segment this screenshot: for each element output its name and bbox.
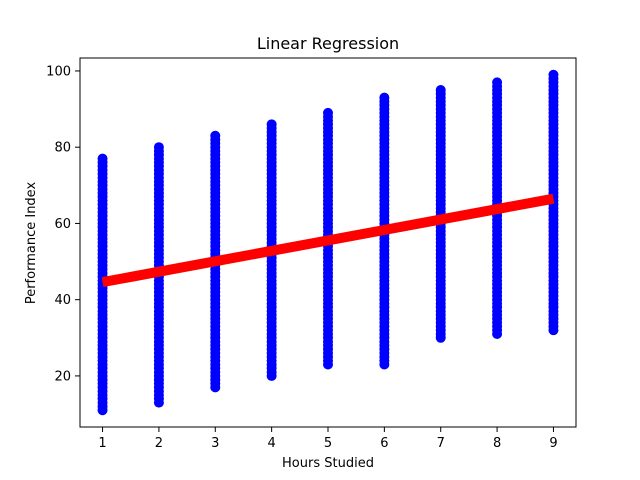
- x-tick-label: 9: [549, 436, 557, 451]
- x-axis-label: Hours Studied: [282, 456, 374, 471]
- data-point: [97, 153, 108, 164]
- y-tick-label: 80: [54, 141, 71, 156]
- x-tick-label: 6: [380, 436, 388, 451]
- x-tick-label: 7: [437, 436, 445, 451]
- regression-line: [101, 193, 555, 288]
- y-tick-label: 60: [54, 217, 71, 232]
- data-point: [266, 119, 277, 130]
- y-axis-label: Performance Index: [24, 182, 39, 305]
- scatter-series: [97, 69, 559, 416]
- y-tick-label: 20: [54, 369, 71, 384]
- x-tick-label: 1: [98, 436, 106, 451]
- data-point: [379, 92, 390, 103]
- y-tick-label: 100: [46, 64, 71, 79]
- x-tick-label: 2: [155, 436, 163, 451]
- data-point: [323, 107, 333, 118]
- data-point: [435, 85, 446, 96]
- data-point: [153, 142, 164, 153]
- x-axis: 1 2 3 4 5 6 7 8 9: [98, 427, 558, 451]
- data-point: [210, 130, 221, 141]
- x-tick-label: 3: [211, 436, 219, 451]
- x-tick-label: 8: [493, 436, 501, 451]
- data-point: [548, 69, 559, 80]
- chart-title: Linear Regression: [257, 34, 399, 53]
- plot-area: [97, 69, 559, 416]
- x-tick-label: 4: [267, 436, 275, 451]
- y-tick-label: 40: [54, 293, 71, 308]
- y-axis: 20 40 60 80 100: [46, 64, 80, 384]
- data-point: [492, 77, 503, 88]
- x-tick-label: 5: [324, 436, 332, 451]
